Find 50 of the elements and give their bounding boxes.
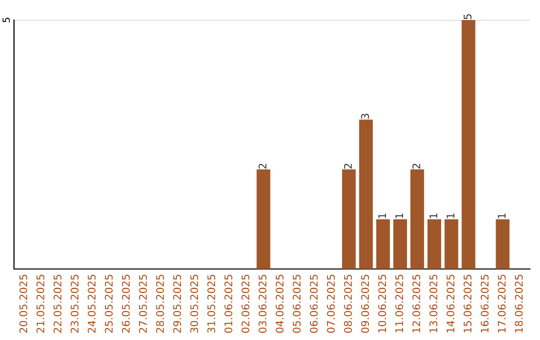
x-tick-label: 16.06.2025 xyxy=(480,274,489,332)
data-label: 2 xyxy=(344,164,352,169)
x-tick-label: 31.05.2025 xyxy=(207,274,216,333)
x-tick-label: 13.06.2025 xyxy=(429,274,438,332)
data-label: 1 xyxy=(430,214,438,218)
x-tick-label: 06.06.2025 xyxy=(310,274,318,333)
x-tick-label: 07.06.2025 xyxy=(326,274,335,333)
x-tick-label: 21.05.2025 xyxy=(36,274,44,333)
x-tick-label: 26.05.2025 xyxy=(122,274,130,333)
x-tick-label: 15.06.2025 xyxy=(464,274,472,332)
x-tick-label: 17.06.2025 xyxy=(498,274,506,332)
bar xyxy=(496,219,510,269)
x-tick-label: 04.06.2025 xyxy=(276,274,284,333)
data-label: 1 xyxy=(446,214,454,218)
x-tick-label: 30.05.2025 xyxy=(190,274,198,333)
data-label: 5 xyxy=(464,14,472,20)
data-label: 1 xyxy=(395,214,404,218)
data-label: 3 xyxy=(361,114,369,119)
x-tick-label: 29.05.2025 xyxy=(173,274,182,333)
x-tick-label: 02.06.2025 xyxy=(242,274,250,333)
bar xyxy=(256,169,270,269)
data-label: 1 xyxy=(378,214,386,218)
x-tick-label: 10.06.2025 xyxy=(378,274,386,332)
bar xyxy=(376,219,390,269)
x-tick-label: 14.06.2025 xyxy=(446,274,454,332)
bar xyxy=(393,219,407,269)
x-tick-label: 11.06.2025 xyxy=(395,274,404,332)
x-tick-label: 05.06.2025 xyxy=(292,274,301,333)
x-tick-label: 20.05.2025 xyxy=(19,274,28,333)
x-tick-label: 01.06.2025 xyxy=(224,274,232,333)
x-tick-label: 09.06.2025 xyxy=(361,274,369,333)
x-tick-label: 25.05.2025 xyxy=(104,274,113,333)
bar xyxy=(462,20,476,269)
bar xyxy=(427,219,442,269)
data-label: 2 xyxy=(258,164,266,169)
bar xyxy=(359,120,373,269)
x-tick-label: 27.05.2025 xyxy=(139,274,147,333)
x-tick-label: 18.06.2025 xyxy=(514,274,523,332)
x-tick-label: 03.06.2025 xyxy=(258,274,266,333)
bar xyxy=(444,219,458,269)
bar xyxy=(410,169,424,269)
data-label: 2 xyxy=(412,164,420,169)
x-tick-label: 28.05.2025 xyxy=(156,274,164,333)
x-tick-label: 12.06.2025 xyxy=(412,274,420,332)
x-tick-label: 22.05.2025 xyxy=(54,274,62,333)
bar xyxy=(342,169,356,269)
x-tick-label: 23.05.2025 xyxy=(70,274,79,333)
x-tick-label: 08.06.2025 xyxy=(344,274,352,333)
data-label: 1 xyxy=(498,214,506,218)
x-tick-label: 24.05.2025 xyxy=(88,274,96,333)
